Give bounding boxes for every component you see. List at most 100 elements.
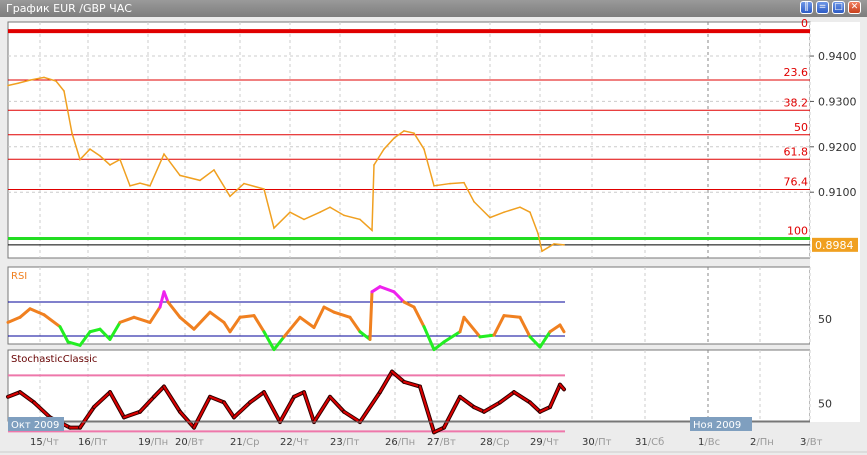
- close-button[interactable]: ✕: [848, 1, 861, 14]
- rsi-segment: [108, 320, 122, 341]
- price-tick-label: 0.9300: [818, 95, 857, 108]
- price-point: [63, 90, 65, 92]
- price-point: [473, 200, 475, 203]
- price-point: [179, 174, 181, 177]
- price-point: [229, 195, 231, 198]
- price-point: [109, 164, 111, 166]
- rsi-segment: [28, 307, 46, 317]
- pause-button[interactable]: ‖: [800, 1, 813, 14]
- st-segment: [513, 391, 531, 404]
- st-segment: [33, 401, 51, 419]
- price-point: [449, 182, 451, 185]
- price-point: [71, 132, 73, 134]
- rsi-segment: [282, 315, 302, 339]
- rsi-segment: [66, 340, 82, 347]
- rsi-segment: [58, 325, 70, 344]
- price-point: [489, 216, 491, 219]
- window-titlebar: График EUR /GBP ЧАС ‖ = □ ✕: [0, 0, 867, 17]
- price-point: [149, 185, 151, 187]
- st-segment: [483, 401, 501, 413]
- rsi-segment: [192, 310, 212, 331]
- rsi-segment: [252, 314, 266, 334]
- rsi-segment: [272, 335, 286, 352]
- st-label: StochasticClassic: [11, 354, 97, 365]
- st-segment: [93, 391, 111, 409]
- st-segment: [163, 385, 181, 413]
- rsi-segment: [478, 333, 496, 339]
- price-point: [17, 82, 19, 85]
- rsi-segment: [402, 300, 416, 309]
- price-point: [79, 158, 81, 161]
- x-tick-label: 28/Ср: [480, 437, 509, 448]
- rsi-segment: [538, 330, 552, 349]
- panel-st: [7, 349, 811, 422]
- price-point: [537, 232, 539, 235]
- price-point: [373, 164, 375, 166]
- price-point: [129, 185, 131, 187]
- x-tick-label: 22/Чт: [280, 437, 309, 448]
- rsi-segment: [432, 340, 446, 352]
- rsi-segment: [458, 315, 466, 334]
- price-point: [303, 218, 305, 221]
- rsi-segment: [528, 335, 542, 349]
- rsi-segment: [368, 290, 374, 341]
- rsi-segment: [166, 300, 182, 319]
- maximize-button[interactable]: □: [832, 1, 845, 14]
- st-segment: [109, 391, 125, 419]
- rsi-segment: [558, 323, 566, 334]
- rsi-segment: [492, 314, 506, 337]
- price-point: [43, 76, 45, 79]
- price-tick-label: 0.9400: [818, 50, 857, 63]
- price-point: [243, 182, 245, 185]
- price-point: [519, 206, 521, 208]
- rsi-tick-label: 50: [818, 313, 832, 326]
- rsi-segment: [162, 290, 170, 304]
- minimize-button[interactable]: =: [816, 1, 829, 14]
- price-point: [199, 179, 201, 182]
- rsi-segment: [412, 305, 426, 329]
- rsi-segment: [422, 325, 436, 352]
- rsi-label: RSI: [11, 271, 27, 282]
- panel-main: [7, 21, 811, 259]
- price-point: [213, 169, 215, 171]
- st-segment: [209, 395, 225, 404]
- x-tick-label: 21/Ср: [230, 437, 259, 448]
- fib-level-label: 50: [794, 121, 808, 134]
- price-point: [7, 84, 9, 87]
- st-segment: [179, 410, 195, 429]
- price-point: [383, 148, 385, 150]
- st-segment: [123, 410, 141, 419]
- price-point: [463, 181, 465, 184]
- price-point: [163, 153, 165, 155]
- price-point: [541, 250, 543, 252]
- x-tick-label: 26/Пн: [385, 437, 415, 448]
- st-segment: [139, 395, 155, 413]
- st-segment: [303, 391, 315, 424]
- fib-level-label: 0: [801, 17, 808, 30]
- rsi-segment: [262, 330, 276, 352]
- st-segment: [403, 380, 421, 388]
- rsi-segment: [148, 305, 162, 324]
- price-tick-label: 0.9100: [818, 186, 857, 199]
- x-tick-label: 27/Вт: [427, 437, 456, 448]
- x-tick-label: 16/Пт: [78, 437, 108, 448]
- st-segment: [19, 391, 35, 404]
- st-segment: [79, 406, 95, 429]
- rsi-segment: [158, 290, 166, 309]
- price-chart[interactable]: 0.9400 0.9300 0.9200 0.9100 0 23.6 38.2 50 61.8 7…: [0, 17, 867, 455]
- price-point: [119, 158, 121, 161]
- rsi-segment: [332, 310, 352, 319]
- price-point: [55, 80, 57, 82]
- rsi-segment: [178, 315, 196, 331]
- st-segment: [359, 391, 381, 424]
- price-point: [99, 155, 101, 157]
- st-segment: [153, 385, 165, 398]
- rsi-segment: [370, 285, 382, 294]
- rsi-segment: [132, 315, 152, 324]
- st-segment: [233, 401, 251, 419]
- rsi-segment: [298, 315, 316, 329]
- rsi-segment: [238, 314, 256, 319]
- x-tick-label: 31/Сб: [635, 437, 664, 448]
- rsi-segment: [88, 327, 102, 334]
- rsi-segment: [118, 315, 136, 324]
